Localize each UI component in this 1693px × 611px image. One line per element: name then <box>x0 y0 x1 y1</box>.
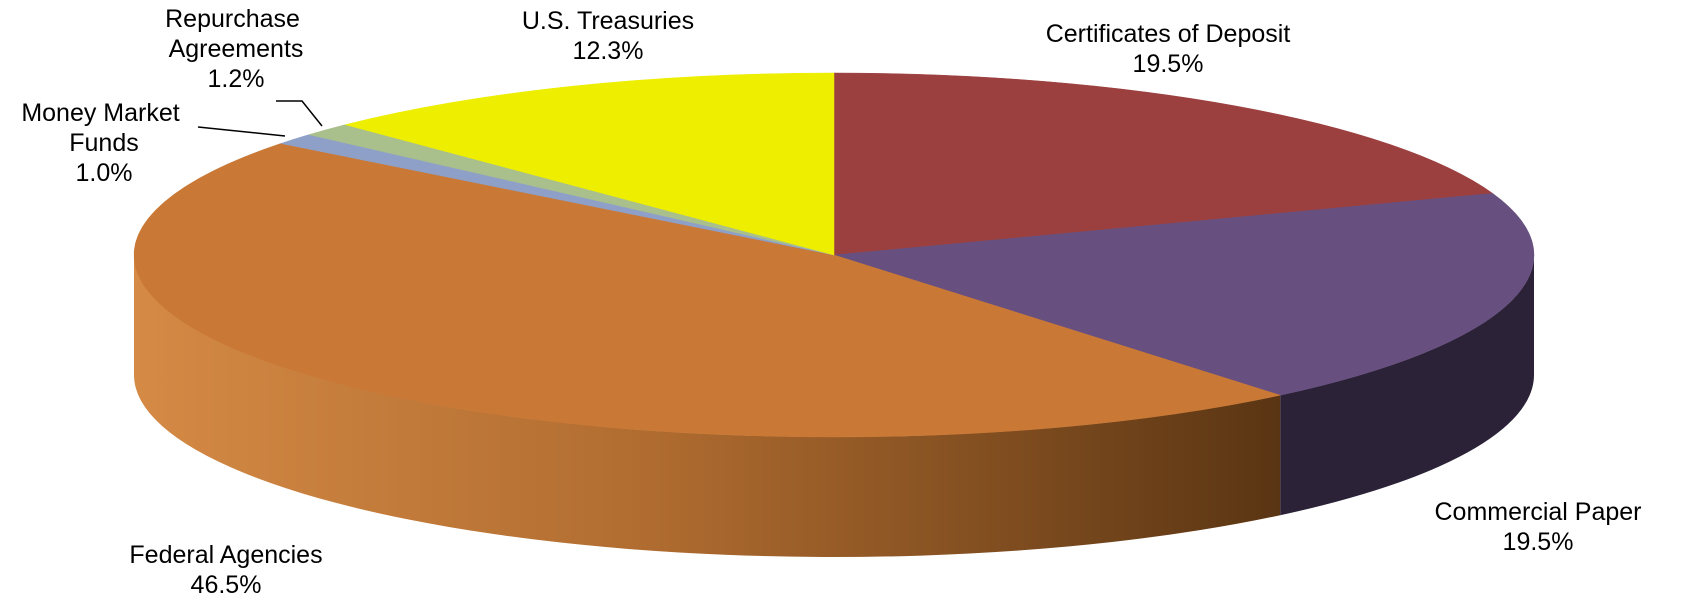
slice-name-label: Commercial Paper <box>1434 498 1641 526</box>
pie-slice-certificates-of-deposit <box>833 72 1494 256</box>
slice-value-label: 19.5% <box>1133 50 1204 78</box>
pie-slice-u-s-treasuries <box>344 72 835 256</box>
slice-name-label: U.S. Treasuries <box>522 7 694 35</box>
leader-line-repurchase-agreements <box>276 100 323 127</box>
slice-value-label: 19.5% <box>1503 528 1574 556</box>
slice-name-label: Repurchase Agreements <box>165 5 307 63</box>
pie-slice-commercial-paper <box>833 193 1535 396</box>
pie-tops <box>133 72 1535 438</box>
slice-value-label: 12.3% <box>573 37 644 65</box>
pie-side-federal-agencies <box>134 255 1281 557</box>
slice-value-label: 1.0% <box>76 159 133 187</box>
pie-side-commercial-paper <box>1280 255 1534 516</box>
pie-sides <box>134 255 1534 557</box>
slice-value-label: 46.5% <box>191 571 262 599</box>
leader-line-money-market-funds <box>197 126 286 137</box>
pie-slice-federal-agencies <box>133 143 1282 438</box>
slice-name-label: Certificates of Deposit <box>1046 20 1291 48</box>
slice-name-label: Federal Agencies <box>129 541 322 569</box>
pie-leader-lines <box>197 100 323 137</box>
slice-value-label: 1.2% <box>208 65 265 93</box>
slice-name-label: Money Market Funds <box>21 99 186 157</box>
